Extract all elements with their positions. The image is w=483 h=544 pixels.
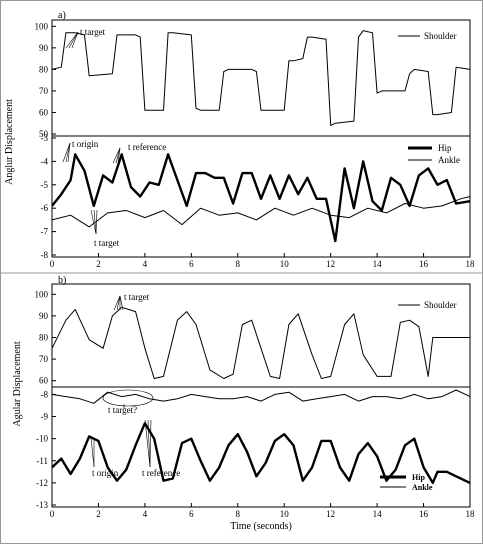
- y-tick-label: -9: [41, 412, 49, 422]
- x-axis-label: Time (seconds): [230, 521, 292, 532]
- y-tick-label: 70: [39, 354, 49, 364]
- x-tick-label: 6: [189, 259, 194, 269]
- legend-hip-label-b: Hip: [412, 473, 425, 482]
- y-tick-label: 60: [39, 107, 49, 117]
- legend-hip-label: Hip: [438, 143, 452, 153]
- y-tick-label: -6: [41, 203, 49, 213]
- legend-shoulder-label-b: Shoulder: [424, 300, 457, 310]
- x-tick-label: 2: [96, 259, 101, 269]
- y-tick-label: -8: [41, 389, 49, 399]
- y-tick-label: 90: [39, 43, 49, 53]
- series-line-b-bottom-ankle: [51, 389, 471, 404]
- x-tick-label: 6: [189, 509, 194, 519]
- panel-a-bottom-yticks: -3 -4 -5 -6 -7 -8: [41, 133, 56, 260]
- panel-a-top-plot: [51, 30, 471, 126]
- series-line-a-bottom-hip: [51, 153, 471, 243]
- y-tick-label: -11: [36, 456, 48, 466]
- x-tick-label: 8: [236, 259, 241, 269]
- annotation-t-target-a: t target: [80, 27, 106, 37]
- x-tick-label: 10: [280, 259, 290, 269]
- y-tick-label: -8: [41, 250, 49, 260]
- panel-b-top-yticks: 100 90 80 70 60: [35, 289, 56, 386]
- annotation-t-origin-b: t origin: [92, 468, 119, 478]
- annotation-t-target-question-b: t target?: [108, 405, 137, 415]
- y-tick-label: 80: [39, 64, 49, 74]
- x-tick-label: 12: [326, 259, 335, 269]
- panel-a-top-yticks: 100 90 80 70 60 50: [35, 21, 56, 139]
- panel-b-frame: [51, 283, 471, 508]
- x-tick-label: 8: [236, 509, 241, 519]
- annotation-t-reference-a: t reference: [128, 142, 166, 152]
- x-tick-label: 2: [96, 509, 101, 519]
- y-tick-label: -5: [41, 180, 49, 190]
- panel-b-label: b): [58, 275, 66, 286]
- y-tick-label: -4: [41, 156, 49, 166]
- y-tick-label: 90: [39, 311, 49, 321]
- y-tick-label: -13: [36, 500, 48, 510]
- x-tick-label: 4: [143, 259, 148, 269]
- y-tick-label: 60: [39, 376, 49, 386]
- y-tick-label: 100: [35, 21, 49, 31]
- x-tick-label: 14: [373, 259, 383, 269]
- panel-a-bottom-plot: [51, 153, 471, 243]
- x-tick-label: 10: [280, 509, 290, 519]
- y-tick-label: -3: [41, 133, 49, 143]
- x-tick-label: 16: [419, 259, 429, 269]
- x-tick-label: 12: [326, 509, 335, 519]
- annotation-t-target-b: t target: [124, 292, 150, 302]
- y-tick-label: 100: [35, 289, 49, 299]
- series-line-b-top-shoulder: [51, 306, 470, 379]
- x-tick-label: 14: [373, 509, 383, 519]
- panel-a-ylabel: Anglur Displacement: [4, 99, 15, 185]
- series-line-a-bottom-ankle: [51, 196, 471, 228]
- series-line-a-top-shoulder: [51, 30, 471, 126]
- annotation-t-reference-b: t reference: [142, 468, 180, 478]
- panel-a-xticks: 0 2 4 6 8 10 12 14 16 18: [50, 253, 475, 269]
- panel-b-xticks: 0 2 4 6 8 10 12 14 16 18: [50, 503, 475, 519]
- legend-ankle-label-b: Ankle: [412, 483, 433, 492]
- y-tick-label: -7: [41, 227, 49, 237]
- legend-ankle-label: Ankle: [438, 155, 460, 165]
- x-tick-label: 0: [50, 259, 55, 269]
- annotation-t-target-a-bottom: t target: [94, 238, 120, 248]
- panel-b-bottom-yticks: -8 -9 -10 -11 -12 -13: [36, 389, 56, 510]
- panel-b-top-plot: [51, 306, 470, 379]
- y-tick-label: 70: [39, 86, 49, 96]
- y-tick-label: -12: [36, 478, 48, 488]
- x-tick-label: 18: [466, 259, 476, 269]
- x-tick-label: 18: [466, 509, 476, 519]
- x-tick-label: 4: [143, 509, 148, 519]
- series-line-b-bottom-hip: [51, 422, 471, 485]
- annotation-pointers-a: [62, 31, 121, 235]
- y-tick-label: 80: [39, 333, 49, 343]
- panel-b-bottom-plot: [51, 389, 471, 485]
- legend-shoulder-label: Shoulder: [424, 31, 457, 41]
- panel-b-ylabel: Agular Displacement: [12, 341, 23, 426]
- x-tick-label: 0: [50, 509, 55, 519]
- y-tick-label: -10: [36, 434, 48, 444]
- annotation-t-origin-a: t origin: [72, 139, 99, 149]
- panel-a-label: a): [58, 10, 66, 21]
- y-tick-label: 50: [39, 129, 49, 139]
- annotation-pointers-b: [90, 295, 154, 468]
- x-tick-label: 16: [419, 509, 429, 519]
